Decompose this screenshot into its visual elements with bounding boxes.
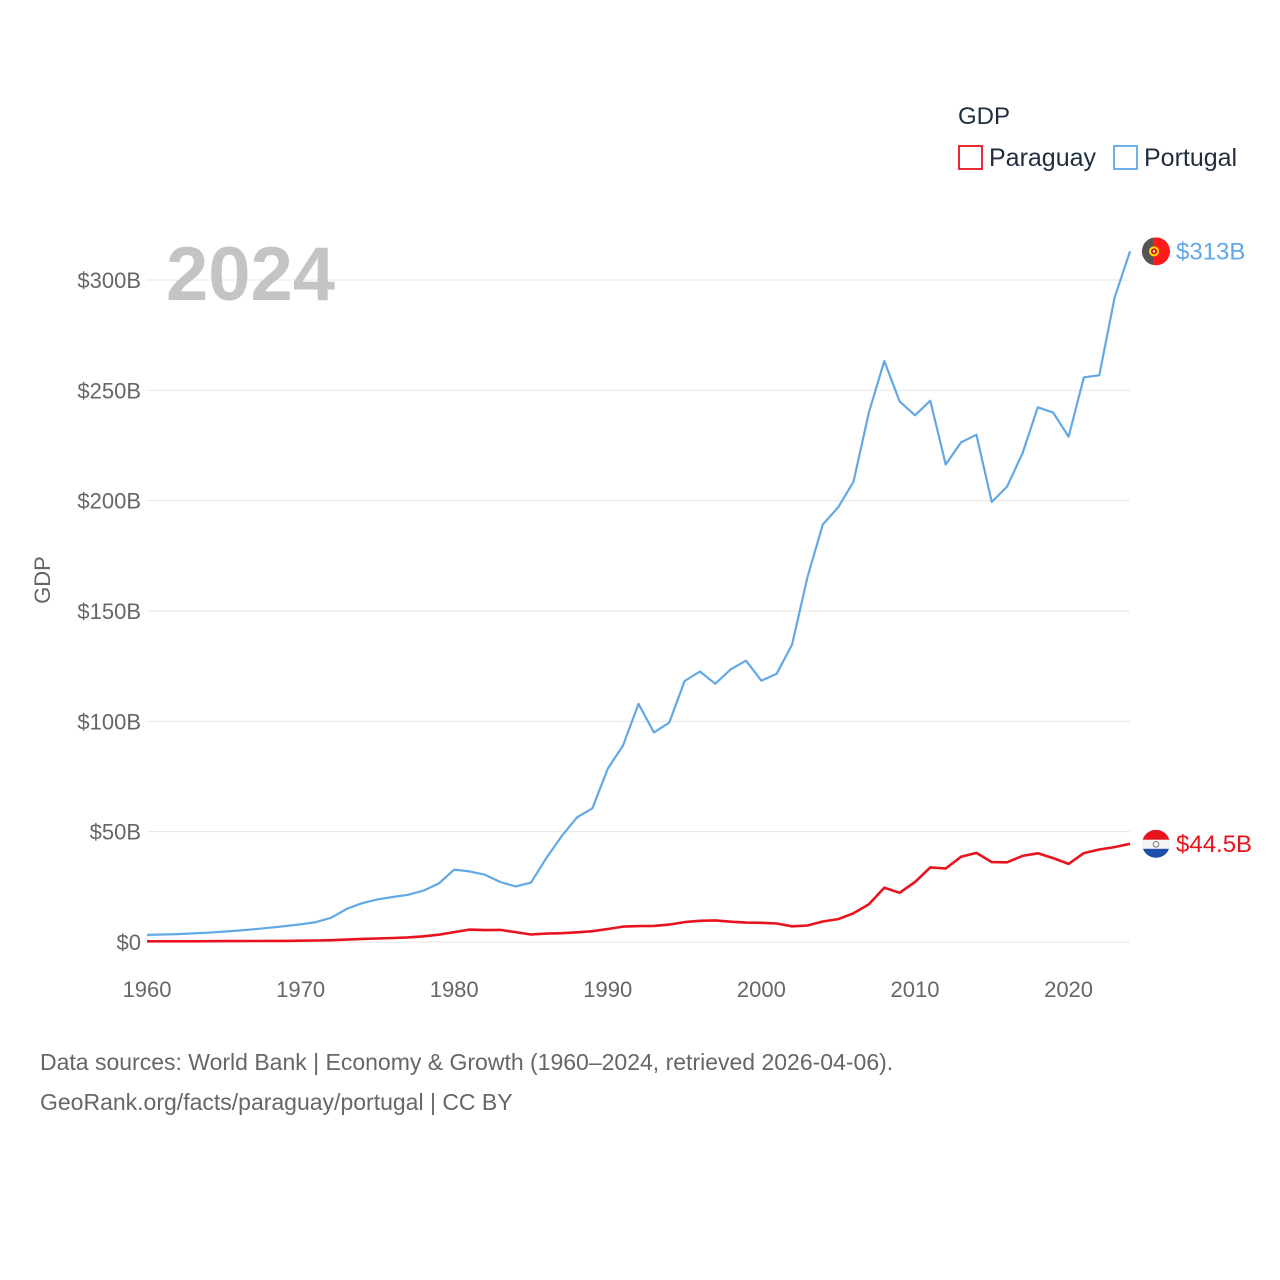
x-tick-label: 1960 — [123, 977, 172, 1002]
year-label: 2024 — [166, 232, 335, 317]
source-line-data: Data sources: World Bank | Economy & Gro… — [40, 1049, 894, 1075]
y-tick-label: $250B — [77, 378, 141, 403]
paraguay-flag-icon — [1142, 829, 1170, 858]
paraguay-end-value: $44.5B — [1176, 831, 1252, 858]
x-tick-label: 2010 — [890, 977, 939, 1002]
portugal-end-value: $313B — [1176, 238, 1245, 265]
x-tick-label: 2020 — [1044, 977, 1093, 1002]
y-tick-label: $100B — [77, 709, 141, 734]
x-tick-label: 1990 — [583, 977, 632, 1002]
series-lines — [146, 250, 1132, 943]
source-line-url: GeoRank.org/facts/paraguay/portugal | CC… — [40, 1089, 513, 1115]
legend-item-paraguay[interactable]: Paraguay — [958, 144, 1097, 172]
x-tick-label: 1970 — [276, 977, 325, 1002]
portugal-flag-icon — [1142, 237, 1170, 266]
x-tick-label: 1980 — [430, 977, 479, 1002]
legend-label-paraguay: Paraguay — [989, 144, 1097, 172]
y-axis-title: GDP — [30, 556, 55, 604]
legend-label-portugal: Portugal — [1144, 144, 1237, 172]
source-note: Data sources: World Bank | Economy & Gro… — [40, 1042, 893, 1122]
legend: GDP Paraguay Portugal — [958, 103, 1237, 172]
legend-item-portugal[interactable]: Portugal — [1113, 144, 1237, 172]
y-tick-label: $300B — [77, 268, 141, 293]
x-tick-label: 2000 — [737, 977, 786, 1002]
legend-title: GDP — [958, 103, 1010, 130]
y-axis-ticks: $0 $50B $100B $150B $200B $250B $300B — [77, 268, 141, 955]
y-tick-label: $150B — [77, 599, 141, 624]
y-tick-label: $200B — [77, 489, 141, 514]
gridlines — [147, 279, 1130, 943]
series-line-portugal — [146, 250, 1132, 936]
legend-swatch-paraguay — [958, 145, 983, 170]
y-tick-label: $0 — [117, 930, 141, 955]
x-axis-ticks: 1960 1970 1980 1990 2000 2010 2020 — [123, 977, 1094, 1002]
legend-swatch-portugal — [1113, 145, 1138, 170]
series-line-paraguay — [147, 842, 1131, 943]
y-tick-label: $50B — [90, 820, 141, 845]
